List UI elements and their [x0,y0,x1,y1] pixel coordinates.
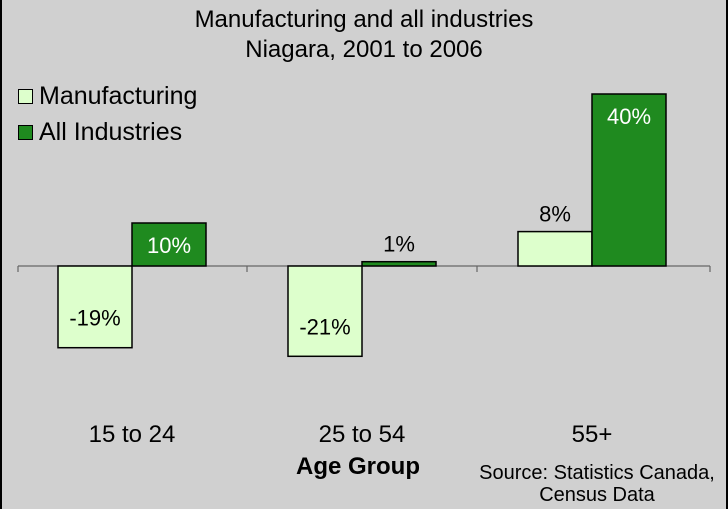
left-border [0,0,2,509]
source-line-2: Census Data [539,484,655,506]
chart-subtitle: Niagara, 2001 to 2006 [245,36,483,63]
data-label-manufacturing-2: 8% [539,202,571,227]
legend-label-all-industries: All Industries [39,118,183,146]
bar-all-industries-0 [131,222,207,267]
data-label-all-industries-2: 40% [607,104,651,129]
right-border [726,0,728,509]
legend-item-manufacturing: Manufacturing [18,82,197,111]
data-label-manufacturing-0: -19% [69,306,120,331]
category-label-25-54: 25 to 54 [318,421,406,448]
bar-all-industries-1 [361,260,437,267]
bar-manufacturing-0 [57,265,133,349]
chart-title: Manufacturing and all industries [194,6,534,33]
bar-manufacturing-2 [517,230,593,267]
source-line-1: Source: Statistics Canada, [479,462,715,484]
bar-manufacturing-1 [287,265,363,358]
x-axis-title: Age Group [296,453,420,480]
legend-swatch-manufacturing [18,89,33,104]
data-label-all-industries-0: 10% [147,233,191,258]
source-note: Source: Statistics Canada, Census Data [466,462,728,506]
data-label-all-industries-1: 1% [383,232,415,257]
legend-label-manufacturing: Manufacturing [39,82,198,110]
category-label-15-24: 15 to 24 [88,421,176,448]
category-label-55-plus: 55+ [571,421,613,448]
data-label-manufacturing-1: -21% [299,314,350,339]
legend-item-all-industries: All Industries [18,118,182,147]
legend-swatch-all-industries [18,125,33,140]
bar-all-industries-2 [591,93,667,267]
